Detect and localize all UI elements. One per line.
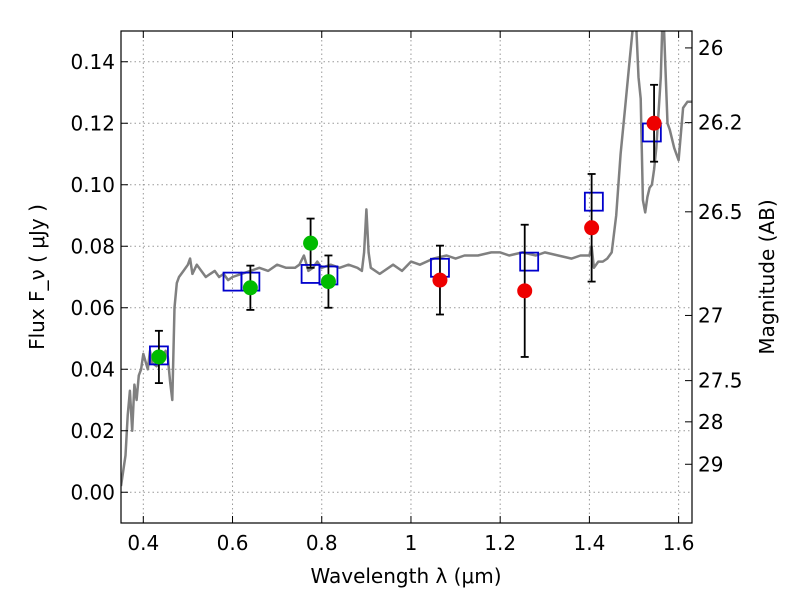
red-point [646, 115, 662, 131]
axis-ticks: 0.4 0.6 0.8 1 1.2 1.4 1.6 0.00 0.02 0.04 0.06 0.08 0… [70, 31, 743, 555]
red-point [517, 283, 533, 299]
right-axis-label: Magnitude (AB) [755, 199, 779, 354]
x-tick-label: 0.4 [127, 531, 159, 555]
model-flux-box [583, 191, 604, 212]
x-tick-label: 1.2 [484, 531, 516, 555]
red-point [432, 272, 448, 288]
red-point [584, 220, 600, 236]
plot-area [121, 31, 692, 487]
y-tick-label: 0.14 [70, 50, 115, 74]
green-point [320, 274, 336, 290]
plot-frame [120, 30, 693, 524]
x-tick-label: 1.6 [663, 531, 695, 555]
plot-background [121, 31, 692, 523]
x-tick-label: 1.4 [573, 531, 605, 555]
x-tick-label: 0.6 [217, 531, 249, 555]
right-tick-label: 27 [698, 303, 723, 327]
y-tick-label: 0.02 [70, 419, 115, 443]
right-tick-label: 28 [698, 410, 723, 434]
right-tick-label: 26.5 [698, 200, 743, 224]
green-point [303, 235, 319, 251]
y-tick-label: 0.10 [70, 173, 115, 197]
x-tick-label: 1 [405, 531, 418, 555]
right-tick-label: 29 [698, 452, 723, 476]
y-tick-label: 0.00 [70, 480, 115, 504]
model-flux-box [519, 251, 540, 272]
model-spectrum-line [121, 31, 692, 487]
green-point [242, 280, 258, 296]
y-tick-label: 0.12 [70, 111, 115, 135]
x-axis-label: Wavelength λ (μm) [310, 564, 501, 588]
y-tick-label: 0.08 [70, 234, 115, 258]
y-tick-label: 0.06 [70, 296, 115, 320]
green-point [151, 349, 167, 365]
right-tick-label: 26.2 [698, 111, 743, 135]
y-axis-label: Flux F_ν ( μJy ) [25, 204, 49, 350]
y-tick-label: 0.04 [70, 357, 115, 381]
x-tick-label: 0.8 [306, 531, 338, 555]
right-tick-label: 27.5 [698, 369, 743, 393]
grid [121, 31, 692, 523]
observed-points [151, 115, 662, 365]
right-tick-label: 26 [698, 36, 723, 60]
